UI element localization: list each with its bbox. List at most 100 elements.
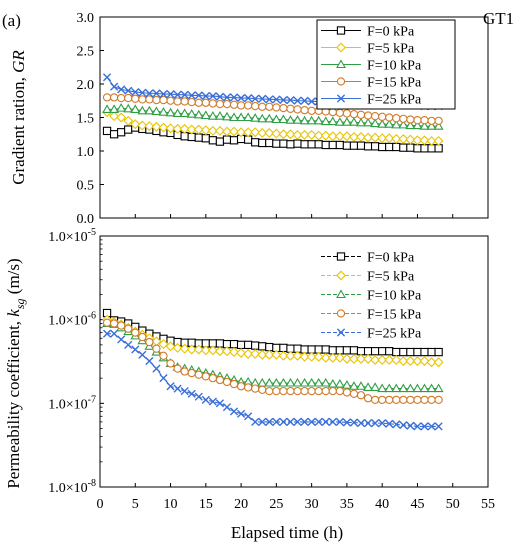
data-point xyxy=(433,383,444,393)
data-point xyxy=(279,95,288,105)
data-point xyxy=(208,136,218,145)
legend-swatch-marker xyxy=(336,94,346,103)
data-point xyxy=(272,103,281,112)
legend-label: F=10 kPa xyxy=(367,59,422,74)
data-point xyxy=(356,141,366,150)
data-point xyxy=(145,356,154,366)
data-point xyxy=(265,138,274,148)
data-point xyxy=(292,115,303,124)
legend-swatch-marker xyxy=(336,289,346,299)
data-point xyxy=(370,132,381,143)
data-point xyxy=(229,100,239,109)
data-point xyxy=(341,117,352,126)
data-point xyxy=(356,391,366,400)
data-point xyxy=(166,382,175,391)
data-point xyxy=(433,135,444,146)
data-point xyxy=(131,345,140,354)
data-point xyxy=(314,140,323,149)
data-point xyxy=(250,127,261,138)
data-point xyxy=(299,129,310,140)
data-point xyxy=(257,127,268,138)
data-point xyxy=(271,114,282,124)
data-point xyxy=(413,395,422,405)
data-point xyxy=(207,111,218,120)
data-point xyxy=(193,344,204,355)
data-point xyxy=(117,93,126,103)
data-point xyxy=(222,377,232,387)
data-point xyxy=(102,93,112,102)
data-point xyxy=(419,121,430,130)
data-point xyxy=(265,95,274,104)
series-f-0-kpa xyxy=(102,123,443,153)
data-point xyxy=(426,383,437,393)
legend: F=0 kPa F=5 kPa F=10 kPa F=15 kPa F=25 kPa xyxy=(316,19,456,110)
data-point xyxy=(427,347,436,357)
data-point xyxy=(412,356,423,367)
data-point xyxy=(222,403,232,412)
data-point xyxy=(229,93,239,102)
data-point xyxy=(349,110,359,119)
y-tick-label: 2.5 xyxy=(77,45,95,60)
data-point xyxy=(123,103,134,113)
data-point xyxy=(384,133,395,144)
y-tick-label: 1.0×10-6 xyxy=(48,311,96,329)
data-point xyxy=(179,123,190,134)
x-tick-label: 25 xyxy=(269,497,283,512)
data-point xyxy=(236,93,246,103)
data-point xyxy=(207,345,218,356)
data-point xyxy=(307,106,316,115)
data-point xyxy=(166,89,175,99)
data-point xyxy=(236,101,246,110)
x-axis-title: Elapsed time (h) xyxy=(231,523,343,542)
data-point xyxy=(335,108,345,117)
data-point xyxy=(151,121,162,132)
data-point xyxy=(406,395,415,405)
data-point xyxy=(413,422,422,431)
data-point xyxy=(124,93,133,103)
data-point xyxy=(363,111,373,120)
data-point xyxy=(264,377,275,387)
data-point xyxy=(313,351,324,362)
data-point xyxy=(406,115,415,124)
data-point xyxy=(385,113,394,122)
data-point xyxy=(327,131,338,142)
data-point xyxy=(166,359,175,368)
data-point xyxy=(327,352,338,363)
data-point xyxy=(236,127,247,138)
y-tick-label: 1.0×10-8 xyxy=(48,478,96,496)
data-point xyxy=(186,344,197,355)
data-point xyxy=(413,144,422,153)
data-point xyxy=(272,417,281,426)
data-point xyxy=(378,395,387,405)
data-point xyxy=(244,412,253,421)
data-point xyxy=(151,106,162,116)
data-point xyxy=(116,103,127,112)
data-point xyxy=(292,129,303,140)
data-point xyxy=(405,356,416,367)
data-point xyxy=(271,377,282,387)
data-point xyxy=(229,379,239,389)
data-point xyxy=(222,346,232,357)
data-point xyxy=(349,141,359,150)
y-tick-label: 1.0 xyxy=(77,145,95,160)
data-point xyxy=(124,324,133,333)
legend-label: F=0 kPa xyxy=(367,25,415,40)
data-point xyxy=(109,130,119,139)
data-point xyxy=(158,122,169,133)
data-point xyxy=(427,395,436,405)
data-point xyxy=(341,353,352,364)
data-point xyxy=(420,347,429,357)
data-point xyxy=(180,97,189,106)
data-point xyxy=(265,342,274,352)
x-tick-label: 0 xyxy=(97,497,104,512)
data-point xyxy=(124,340,133,349)
y-tick-label: 0.5 xyxy=(77,179,95,194)
data-point xyxy=(306,351,317,362)
x-tick-label: 35 xyxy=(340,497,354,512)
data-point xyxy=(378,112,387,121)
data-point xyxy=(356,131,366,142)
data-point xyxy=(102,126,112,136)
legend-label: F=15 kPa xyxy=(367,76,422,91)
data-point xyxy=(187,91,196,100)
y-tick-label: 3.0 xyxy=(77,11,95,26)
